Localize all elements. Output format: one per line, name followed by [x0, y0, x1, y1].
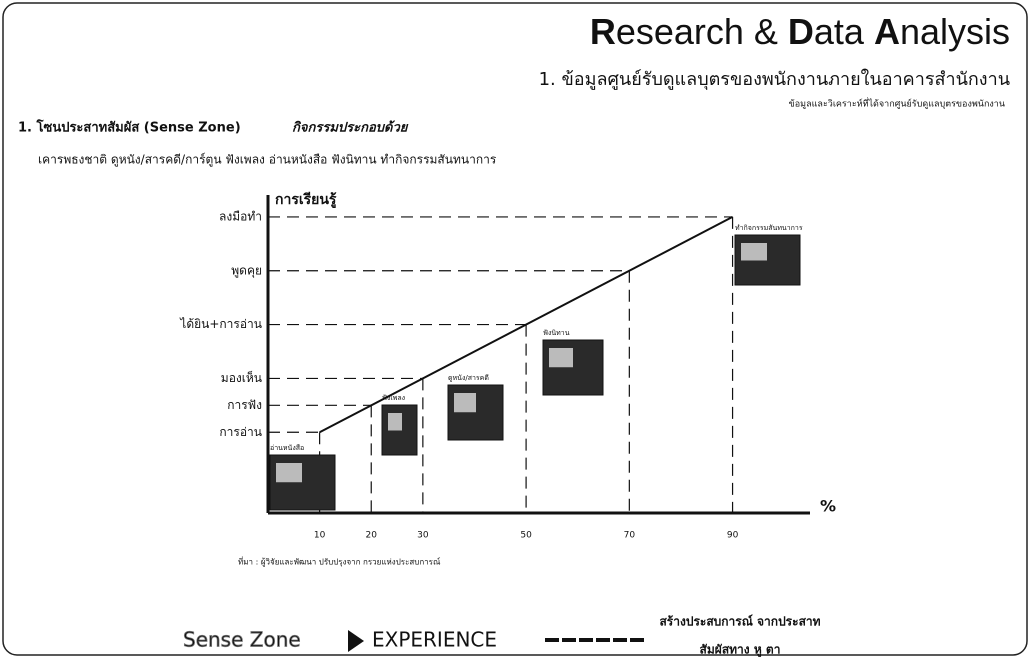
activity-image-detail — [388, 413, 402, 431]
image-caption: ฟังเพลง — [382, 394, 405, 402]
title-part: ata — [814, 11, 874, 52]
title-part: nalysis — [900, 11, 1010, 52]
y-tick-label: การอ่าน — [219, 425, 262, 439]
footer-left: Sense Zone — [183, 628, 301, 652]
footer-note: สร้างประสบการณ์ จากประสาท — [659, 615, 820, 629]
data-line — [319, 216, 734, 434]
x-axis-label: % — [820, 497, 836, 516]
image-caption: ดูหนัง/สารคดี — [448, 374, 489, 382]
x-tick-label: 90 — [727, 531, 739, 541]
note: ข้อมูลและวิเคราะห์ที่ได้จากศูนย์รับดูแลบ… — [789, 97, 1005, 110]
title-part: esearch & — [616, 11, 788, 52]
footer-right: EXPERIENCE — [372, 628, 497, 652]
activity-image-detail — [454, 393, 476, 413]
y-tick-label: ได้ยิน+การอ่าน — [179, 317, 262, 331]
x-tick-label: 70 — [624, 531, 636, 541]
x-tick-label: 50 — [520, 531, 532, 541]
source: ที่มา : ผู้วิจัยและพัฒนา ปรับปรุงจาก กรว… — [238, 556, 441, 568]
y-tick-label: พูดคุย — [231, 263, 262, 278]
y-tick-label: มองเห็น — [221, 370, 262, 385]
image-caption: อ่านหนังสือ — [270, 444, 304, 452]
title-part: A — [874, 11, 900, 52]
activity-image-detail — [741, 243, 767, 261]
y-tick-label: ลงมือทำ — [219, 209, 262, 223]
y-axis-label: การเรียนรู้ — [275, 192, 337, 208]
image-caption: ฟังนิทาน — [543, 329, 570, 337]
activities: เคารพธงชาติ ดูหนัง/สารคดี/การ์ตูน ฟังเพล… — [38, 153, 497, 168]
y-tick-label: การฟัง — [227, 398, 262, 412]
footer-note: สัมผัสทาง หู ตา — [700, 643, 781, 658]
image-caption: ทำกิจกรรมสันทนาการ — [735, 224, 803, 232]
activity-image-detail — [549, 348, 573, 368]
title-part: D — [788, 11, 814, 52]
title-part: R — [590, 11, 616, 52]
x-tick-label: 30 — [417, 531, 429, 541]
section-title: 1. ข้อมูลศูนย์รับดูแลบุตรของพนักงานภายใน… — [539, 68, 1010, 90]
x-tick-label: 20 — [366, 531, 378, 541]
zone-heading-tail: กิจกรรมประกอบด้วย — [292, 120, 409, 136]
activity-image-detail — [276, 463, 302, 483]
x-tick-label: 10 — [314, 531, 326, 541]
zone-heading: 1. โซนประสาทสัมผัส (Sense Zone) — [18, 119, 241, 136]
arrow-icon — [348, 630, 364, 652]
title: Research & Data Analysis — [590, 11, 1010, 52]
